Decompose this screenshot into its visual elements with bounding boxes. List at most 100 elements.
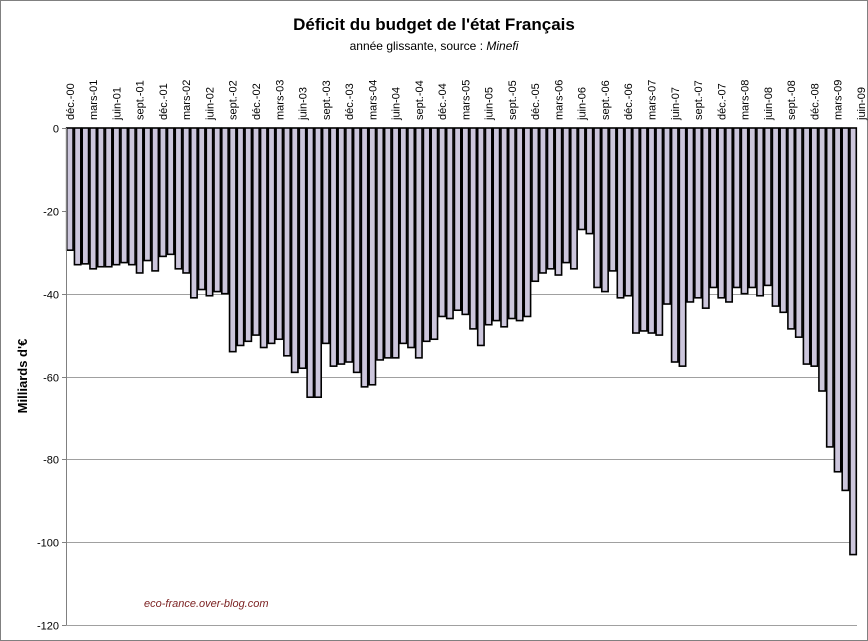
y-tick-label: -40 [43, 290, 59, 302]
bar [414, 127, 423, 359]
bar [96, 127, 105, 268]
bar [275, 127, 284, 341]
bar [407, 127, 416, 349]
bar [624, 127, 633, 297]
y-tick-label: -20 [43, 207, 59, 219]
bar [608, 127, 617, 272]
bar [383, 127, 392, 359]
bar [306, 127, 315, 399]
bar [244, 127, 253, 343]
x-tick-label: juin-06 [577, 87, 589, 121]
x-tick-label: déc.-03 [344, 83, 356, 120]
bar [818, 127, 827, 392]
bar [329, 127, 338, 367]
bar [515, 127, 524, 322]
bar [639, 127, 648, 332]
bar [143, 127, 152, 262]
bar [391, 127, 400, 359]
chart-subtitle-prefix: année glissante, source : [350, 39, 487, 53]
bar [205, 127, 214, 297]
bar [345, 127, 354, 363]
bar [531, 127, 540, 283]
bar [794, 127, 803, 338]
x-tick-label: sept.-08 [786, 80, 798, 120]
bar [259, 127, 268, 349]
bar [756, 127, 765, 297]
bar [422, 127, 431, 343]
x-tick-label: mars-05 [460, 80, 472, 120]
x-tick-label: juin-09 [856, 87, 868, 121]
bar [748, 127, 757, 289]
bar [577, 127, 586, 231]
bar [849, 127, 858, 556]
y-tick-label: -80 [43, 455, 59, 467]
bar [554, 127, 563, 276]
x-tick-label: déc.-07 [716, 83, 728, 120]
x-tick-label: mars-09 [833, 80, 845, 120]
y-axis-tick-labels: 0 -20 -40 -60 -80 -100 -120 [37, 124, 66, 633]
x-tick-label: mars-03 [274, 80, 286, 120]
bar [732, 127, 741, 289]
bar [779, 127, 788, 314]
bar [376, 127, 385, 361]
x-tick-label: juin-08 [763, 87, 775, 121]
bar [725, 127, 734, 303]
bar [127, 127, 136, 266]
bar [500, 127, 509, 328]
bar [252, 127, 260, 336]
x-tick-label: mars-06 [553, 80, 565, 120]
bar [686, 127, 695, 303]
x-tick-label: déc.-02 [251, 83, 263, 120]
x-tick-label: mars-08 [740, 80, 752, 120]
y-axis-title: Milliards d'€ [15, 339, 30, 414]
bar [600, 127, 609, 293]
bar [802, 127, 811, 365]
x-tick-label: déc.-08 [809, 83, 821, 120]
y-tick-label: -60 [43, 373, 59, 385]
bar [337, 127, 346, 365]
bar [290, 127, 299, 374]
x-tick-label: juin-07 [670, 87, 682, 121]
bar [476, 127, 485, 347]
bar [585, 127, 594, 235]
bar [267, 127, 276, 345]
bar [484, 127, 493, 326]
bar [833, 127, 842, 473]
bar [189, 127, 198, 299]
bar [461, 127, 470, 316]
bar [569, 127, 578, 270]
bar [678, 127, 687, 367]
x-tick-label: sept.-04 [414, 80, 426, 120]
x-tick-label: sept.-02 [228, 80, 240, 120]
chart-subtitle-source: Minefi [486, 39, 518, 53]
bar [120, 127, 129, 264]
bar [283, 127, 291, 357]
y-tick-label: -120 [37, 621, 59, 633]
bar [453, 127, 462, 312]
bar [298, 127, 307, 370]
x-tick-label: sept.-06 [600, 80, 612, 120]
bar [399, 127, 408, 345]
bar [670, 127, 679, 363]
x-tick-label: déc.-05 [530, 83, 542, 120]
bar [616, 127, 625, 299]
x-tick-label: déc.-06 [623, 83, 635, 120]
bar [135, 127, 144, 274]
x-tick-label: déc.-01 [158, 83, 170, 120]
bar [825, 127, 834, 448]
bar [65, 127, 74, 251]
bar [763, 127, 772, 287]
x-tick-label: sept.-05 [507, 80, 519, 120]
bar [538, 127, 547, 274]
bar [368, 127, 377, 386]
bar [632, 127, 640, 334]
bar [104, 127, 113, 268]
x-axis-tick-labels: déc.-00 mars-01 juin-01 sept.-01 déc.-01 mars… [65, 80, 868, 121]
bar [221, 127, 229, 295]
bar [174, 127, 183, 270]
bar [787, 127, 796, 330]
bar [663, 127, 671, 305]
bar [694, 127, 703, 299]
